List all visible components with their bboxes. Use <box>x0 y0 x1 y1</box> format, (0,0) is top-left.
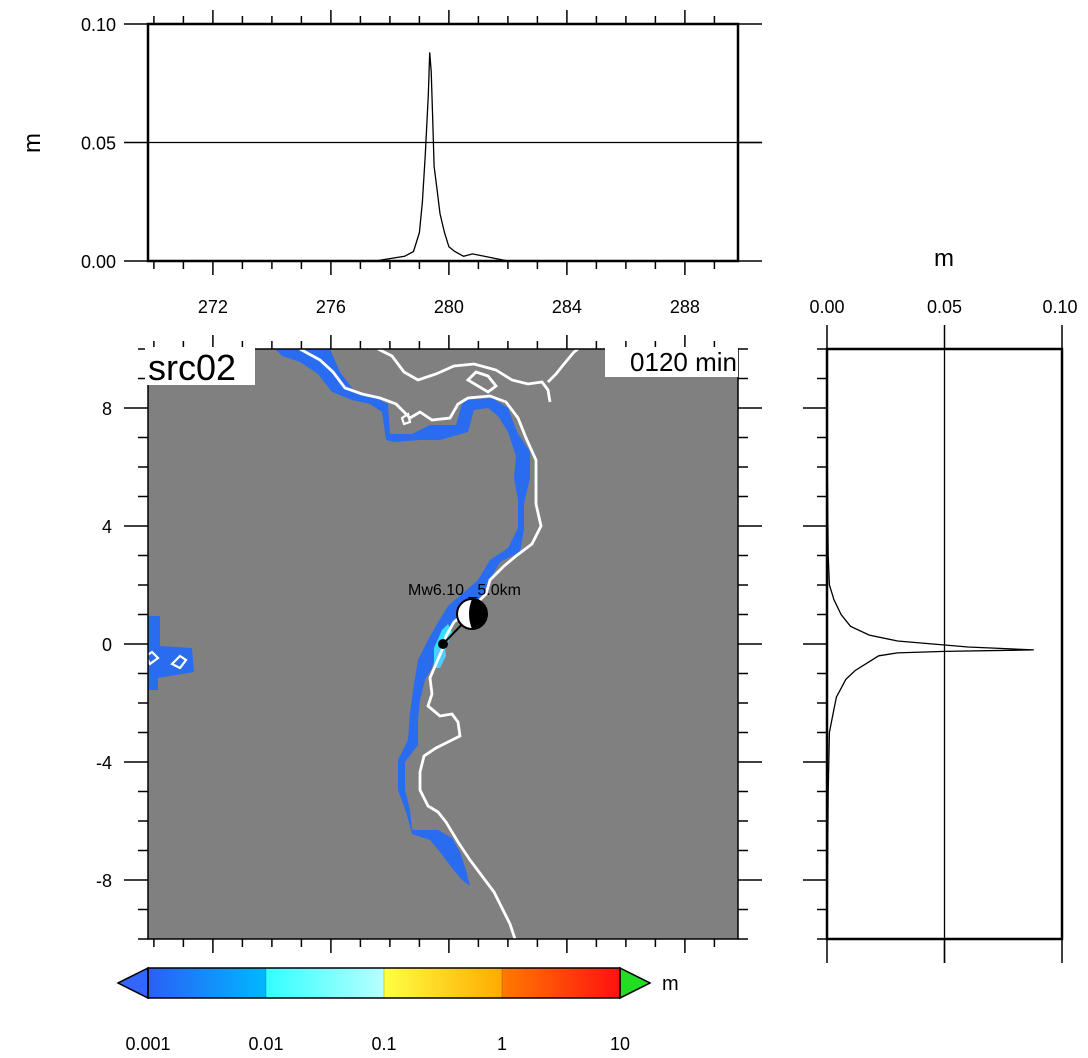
map-y-tick-label: -8 <box>96 871 112 891</box>
colorbar: 0.001 0.01 0.1 1 10 m <box>116 966 679 1054</box>
map-y-tick-labels: 8 4 0 -4 -8 <box>96 399 112 891</box>
top-profile-panel: 272 276 280 284 288 0.00 0.05 0.10 m <box>19 10 762 317</box>
colorbar-frame <box>147 967 621 999</box>
map-y-tick-label: 4 <box>102 517 112 537</box>
colorbar-tick-label: 10 <box>610 1034 630 1054</box>
inundation-area <box>275 349 530 886</box>
top-x-tick-label: 272 <box>198 297 228 317</box>
top-profile-ticks <box>124 10 762 275</box>
top-x-tick-label: 280 <box>434 297 464 317</box>
colorbar-tick-label: 0.01 <box>248 1034 283 1054</box>
map-y-tick-label: -4 <box>96 753 112 773</box>
right-x-tick-label: 0.05 <box>927 297 962 317</box>
colorbar-under-triangle <box>116 966 149 1000</box>
colorbar-tick-label: 1 <box>497 1034 507 1054</box>
colorbar-segment <box>266 968 384 998</box>
top-x-tick-label: 284 <box>552 297 582 317</box>
coastline-islet-north <box>400 412 412 426</box>
right-profile-tick-labels: 0.00 0.05 0.10 <box>809 297 1077 317</box>
top-profile-tick-labels: 272 276 280 284 288 0.00 0.05 0.10 <box>81 15 700 317</box>
colorbar-tick-label: 0.001 <box>125 1034 170 1054</box>
map-y-tick-label: 0 <box>102 635 112 655</box>
colorbar-unit: m <box>662 973 679 995</box>
map-title-box <box>145 347 255 385</box>
colorbar-segment <box>502 968 620 998</box>
top-y-tick-label: 0.10 <box>81 15 116 35</box>
top-x-tick-label: 276 <box>316 297 346 317</box>
colorbar-segments <box>148 968 620 998</box>
epicenter-dot <box>438 639 448 649</box>
right-x-tick-label: 0.10 <box>1042 297 1077 317</box>
map-ticks <box>124 335 762 953</box>
top-x-tick-label: 288 <box>670 297 700 317</box>
map-panel: 8 4 0 -4 -8 src02 0120 min Mw6.10 _5.0km <box>96 335 762 953</box>
colorbar-tick-label: 0.1 <box>371 1034 396 1054</box>
map-y-tick-label: 8 <box>102 399 112 419</box>
right-profile-xlabel: m <box>934 245 954 272</box>
focal-mechanism-icon <box>456 598 488 630</box>
right-profile-panel: 0.00 0.05 0.10 m <box>803 245 1078 963</box>
top-profile-line <box>148 52 738 261</box>
coastline-north <box>377 349 579 403</box>
top-y-tick-label: 0.05 <box>81 134 116 154</box>
colorbar-segment <box>384 968 502 998</box>
map-title: src02 <box>148 347 236 388</box>
time-label: 0120 min <box>630 347 737 377</box>
time-label-box <box>605 347 738 377</box>
top-profile-ylabel: m <box>19 133 46 153</box>
top-y-tick-label: 0.00 <box>81 252 116 272</box>
right-profile-ticks <box>803 325 1063 963</box>
colorbar-segment <box>148 968 266 998</box>
right-x-tick-label: 0.00 <box>809 297 844 317</box>
source-annotation: Mw6.10 _5.0km <box>408 582 521 599</box>
colorbar-tick-labels: 0.001 0.01 0.1 1 10 <box>125 1034 630 1054</box>
west-island-inundation <box>148 616 194 690</box>
colorbar-over-triangle <box>619 966 652 1000</box>
right-profile-line <box>827 349 1034 939</box>
